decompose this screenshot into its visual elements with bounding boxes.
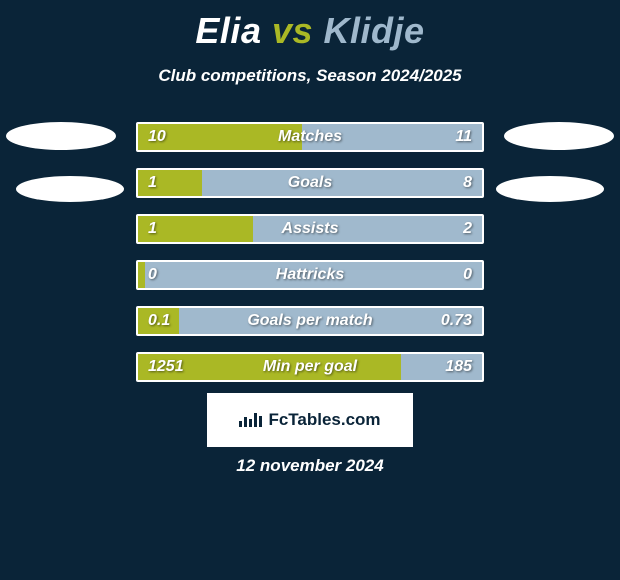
stat-value-left: 0.1: [148, 312, 170, 330]
stat-row: 1251 Min per goal 185: [136, 352, 484, 382]
subtitle: Club competitions, Season 2024/2025: [0, 66, 620, 86]
stat-value-right: 0.73: [441, 312, 472, 330]
stat-value-left: 0: [148, 266, 157, 284]
player1-avatar-placeholder-2: [16, 176, 124, 202]
stat-label: Matches: [278, 128, 342, 146]
stat-value-right: 2: [463, 220, 472, 238]
stat-row: 0 Hattricks 0: [136, 260, 484, 290]
player1-name: Elia: [195, 10, 261, 51]
stat-row: 1 Goals 8: [136, 168, 484, 198]
stat-row: 1 Assists 2: [136, 214, 484, 244]
player2-avatar-placeholder: [504, 122, 614, 150]
stat-value-right: 0: [463, 266, 472, 284]
stat-value-left: 1: [148, 174, 157, 192]
date-label: 12 november 2024: [236, 456, 383, 476]
stat-value-left: 1: [148, 220, 157, 238]
stat-label: Min per goal: [263, 358, 357, 376]
stat-row: 10 Matches 11: [136, 122, 484, 152]
site-logo: FcTables.com: [239, 410, 380, 430]
player1-avatar-placeholder: [6, 122, 116, 150]
stat-label: Assists: [282, 220, 339, 238]
stats-bars: 10Matches111Goals81Assists20Hattricks00.…: [136, 122, 484, 398]
player2-avatar-placeholder-2: [496, 176, 604, 202]
stat-label: Hattricks: [276, 266, 344, 284]
stat-fill-left: [138, 262, 145, 288]
comparison-title: Elia vs Klidje: [0, 0, 620, 52]
stat-label: Goals per match: [247, 312, 372, 330]
vs-label: vs: [272, 10, 313, 51]
site-name: FcTables.com: [268, 410, 380, 430]
player2-name: Klidje: [324, 10, 425, 51]
bar-chart-icon: [239, 413, 262, 427]
stat-value-right: 185: [445, 358, 472, 376]
stat-label: Goals: [288, 174, 332, 192]
stat-value-left: 10: [148, 128, 166, 146]
stat-value-right: 11: [455, 128, 472, 146]
stat-row: 0.1 Goals per match 0.73: [136, 306, 484, 336]
stat-value-left: 1251: [148, 358, 184, 376]
site-badge: FcTables.com: [207, 393, 413, 447]
stat-value-right: 8: [463, 174, 472, 192]
